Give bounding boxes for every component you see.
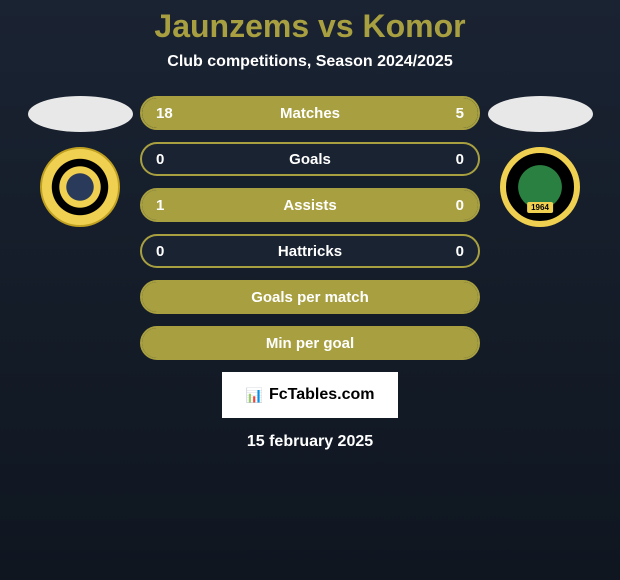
stat-row: Min per goal xyxy=(140,326,480,360)
stat-value-right: 0 xyxy=(456,151,464,168)
left-club-badge xyxy=(40,147,120,227)
stat-value-left: 18 xyxy=(156,105,173,122)
stat-label: Min per goal xyxy=(266,335,354,352)
left-player-column xyxy=(20,96,140,227)
stat-value-right: 0 xyxy=(456,197,464,214)
stat-value-right: 0 xyxy=(456,243,464,260)
stat-row: 0 0 Hattricks xyxy=(140,234,480,268)
stat-row: 18 5 Matches xyxy=(140,96,480,130)
stat-row: 0 0 Goals xyxy=(140,142,480,176)
stat-fill-left xyxy=(142,98,404,128)
stat-value-left: 0 xyxy=(156,243,164,260)
comparison-subtitle: Club competitions, Season 2024/2025 xyxy=(167,53,452,71)
brand-text: FcTables.com xyxy=(269,386,375,404)
stat-label: Goals xyxy=(289,151,331,168)
stat-value-left: 1 xyxy=(156,197,164,214)
stat-row: 1 0 Assists xyxy=(140,188,480,222)
stat-value-left: 0 xyxy=(156,151,164,168)
right-player-avatar xyxy=(488,96,593,132)
stat-fill-right xyxy=(404,98,478,128)
right-club-badge xyxy=(500,147,580,227)
right-player-column xyxy=(480,96,600,227)
date-text: 15 february 2025 xyxy=(247,433,373,451)
stat-label: Matches xyxy=(280,105,340,122)
stat-row: Goals per match xyxy=(140,280,480,314)
stat-label: Hattricks xyxy=(278,243,342,260)
comparison-title: Jaunzems vs Komor xyxy=(154,8,465,45)
left-player-avatar xyxy=(28,96,133,132)
chart-icon: 📊 xyxy=(246,387,263,404)
stat-label: Assists xyxy=(283,197,336,214)
stat-label: Goals per match xyxy=(251,289,369,306)
stats-column: 18 5 Matches 0 0 Goals 1 0 Assists 0 0 Hattricks Goa… xyxy=(140,96,480,360)
brand-badge: 📊 FcTables.com xyxy=(222,372,399,418)
main-area: 18 5 Matches 0 0 Goals 1 0 Assists 0 0 Hattricks Goa… xyxy=(0,96,620,360)
stat-value-right: 5 xyxy=(456,105,464,122)
